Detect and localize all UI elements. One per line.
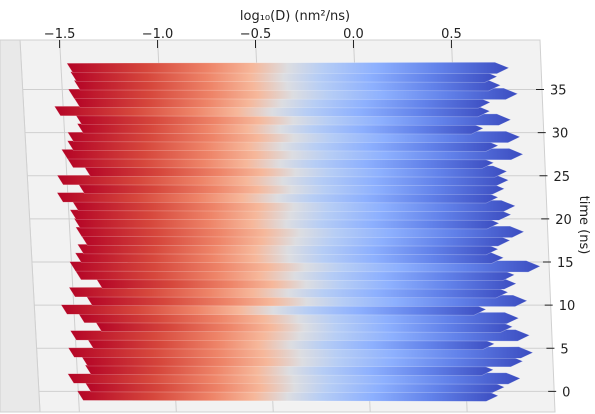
x-tick-label: −1.5 — [44, 27, 76, 42]
y-tick-label: 35 — [550, 84, 567, 99]
surface-band — [66, 61, 510, 75]
y-ticks: 0 5 10 15 20 25 30 35 — [535, 84, 576, 400]
y-tick-label: 10 — [559, 299, 576, 314]
y-tick-label: 20 — [555, 213, 572, 228]
x-ticks: −1.5 −1.0 −0.5 0.0 0.5 — [44, 27, 462, 48]
x-tick-label: −0.5 — [240, 27, 272, 42]
y-tick-label: 0 — [562, 385, 570, 400]
y-tick-label: 5 — [560, 342, 568, 357]
y-axis-title: time (ns) — [576, 196, 591, 255]
x-tick-label: 0.5 — [441, 27, 462, 42]
y-tick-label: 15 — [557, 256, 574, 271]
x-tick-label: −1.0 — [142, 27, 174, 42]
surface — [53, 61, 541, 402]
y-tick-label: 25 — [553, 170, 570, 185]
x-tick-label: 0.0 — [343, 27, 364, 42]
x-axis-title: log₁₀(D) (nm²/ns) — [240, 9, 350, 24]
y-tick-label: 30 — [552, 127, 569, 142]
side-pane — [0, 39, 41, 413]
